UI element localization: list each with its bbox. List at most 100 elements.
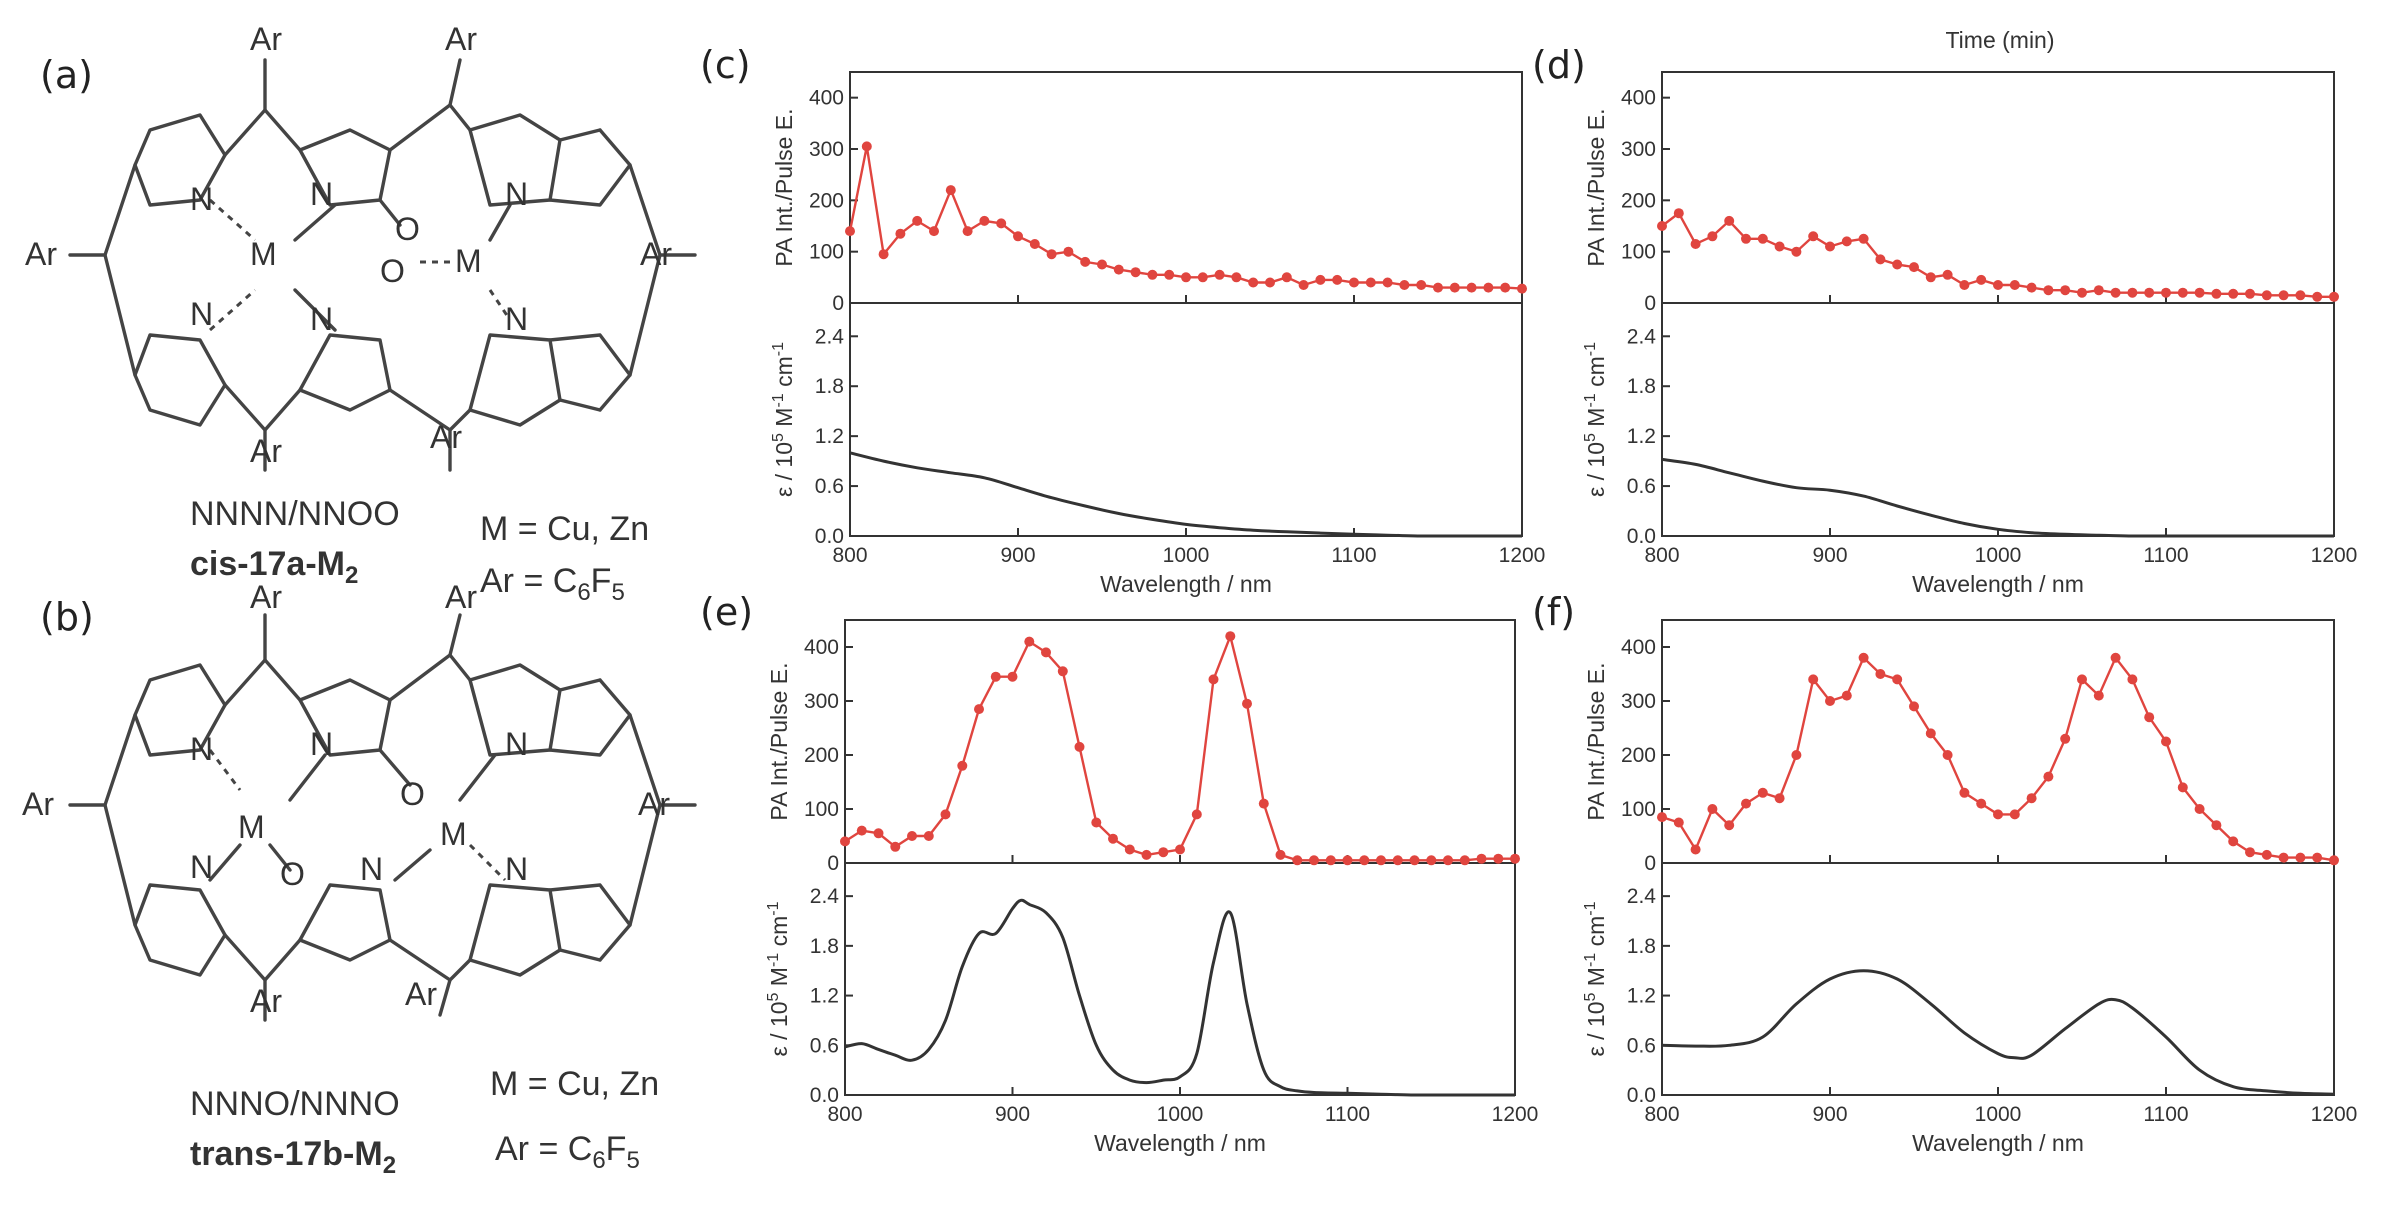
pa-data-point bbox=[1063, 246, 1074, 257]
molecule-b-ar-definition: Ar = C6F5 bbox=[495, 1130, 640, 1174]
chart-panel-f: 0 100 200 300 400 0.0 0.6 1.2 1.8 2.4 800 900 1000 11… bbox=[1582, 619, 2358, 1156]
pa-data-point bbox=[2043, 285, 2054, 296]
pa-data-point bbox=[1774, 793, 1785, 804]
absorption-y-tick-label: 1.8 bbox=[1627, 935, 1656, 958]
pa-y-tick-label: 300 bbox=[804, 690, 839, 713]
pa-data-point bbox=[979, 215, 990, 226]
x-tick-label: 800 bbox=[1644, 544, 1679, 567]
ar-atom: Ar bbox=[250, 21, 282, 57]
pa-data-point bbox=[1426, 855, 1437, 866]
ar-atom: Ar bbox=[25, 236, 57, 272]
pa-data-point bbox=[2127, 674, 2138, 685]
ar-atom: Ar bbox=[445, 579, 477, 615]
ar-atom: Ar bbox=[638, 786, 670, 822]
pa-y-tick-label: 0 bbox=[1644, 852, 1656, 875]
pa-data-point bbox=[1959, 280, 1970, 290]
chart-panel-e: 0 100 200 300 400 0.0 0.6 1.2 1.8 2.4 800 900 1000 11… bbox=[765, 619, 1539, 1156]
x-tick-label: 900 bbox=[1812, 544, 1847, 567]
ar-atom: Ar bbox=[405, 976, 437, 1012]
pa-data-point bbox=[2060, 285, 2071, 296]
pa-data-point bbox=[1791, 246, 1802, 257]
pa-data-point bbox=[1013, 231, 1023, 242]
pa-y-tick-label: 0 bbox=[1644, 292, 1656, 315]
absorption-y-tick-label: 1.8 bbox=[1627, 375, 1656, 398]
pa-data-point bbox=[2060, 733, 2071, 744]
pa-data-point bbox=[1707, 804, 1718, 814]
pa-y-tick-label: 100 bbox=[1621, 798, 1656, 821]
pa-data-point bbox=[873, 828, 884, 839]
pa-data-point bbox=[1214, 269, 1225, 280]
pa-data-point bbox=[2228, 836, 2239, 847]
pa-data-point bbox=[2110, 652, 2121, 663]
pa-data-point bbox=[1476, 853, 1487, 864]
pa-data-point bbox=[2043, 771, 2054, 782]
pyrrole-ring-a6 bbox=[468, 333, 562, 427]
absorption-y-tick-label: 0.6 bbox=[1627, 1034, 1656, 1057]
pa-data-point bbox=[1175, 844, 1185, 855]
pa-data-point bbox=[1113, 264, 1124, 275]
pa-data-point bbox=[1942, 269, 1953, 280]
x-tick-label: 900 bbox=[1000, 544, 1035, 567]
x-tick-label: 900 bbox=[995, 1103, 1030, 1126]
pa-y-axis-label: PA Int./Pulse E. bbox=[1583, 108, 1609, 266]
ar-atom: Ar bbox=[250, 579, 282, 615]
pa-data-point bbox=[1925, 728, 1936, 739]
m-atom: M bbox=[238, 809, 265, 845]
pa-data-point bbox=[1265, 277, 1275, 288]
pa-data-point bbox=[2026, 282, 2037, 293]
pa-data-point bbox=[1208, 674, 1219, 685]
pa-y-tick-label: 0 bbox=[827, 852, 839, 875]
x-tick-label: 1000 bbox=[1975, 544, 2022, 567]
absorption-plot-frame bbox=[844, 862, 1516, 1096]
pa-data-point bbox=[1046, 249, 1057, 260]
pa-data-point bbox=[1673, 208, 1684, 219]
pa-data-point bbox=[1909, 701, 1919, 712]
n-atom: N bbox=[310, 176, 333, 212]
pa-y-tick-label: 200 bbox=[804, 744, 839, 767]
top-time-label: Time (min) bbox=[1945, 27, 2054, 53]
pa-series-line bbox=[844, 632, 1515, 862]
pyrrole-ring-a3 bbox=[298, 128, 392, 207]
pa-data-point bbox=[1925, 272, 1936, 283]
pa-data-point bbox=[2194, 287, 2205, 298]
pa-data-point bbox=[2245, 288, 2255, 299]
absorption-y-tick-label: 1.2 bbox=[1627, 985, 1656, 1008]
n-atom: N bbox=[310, 726, 333, 762]
x-axis-label: Wavelength / nm bbox=[1094, 1130, 1266, 1156]
pa-data-point bbox=[1231, 272, 1242, 283]
x-tick-label: 900 bbox=[1812, 1103, 1847, 1126]
pa-data-point bbox=[1510, 853, 1520, 864]
pyrrole-ring-b5 bbox=[468, 663, 562, 757]
pa-y-tick-label: 200 bbox=[1621, 744, 1656, 767]
pa-y-axis-label: PA Int./Pulse E. bbox=[766, 662, 792, 820]
pa-data-point bbox=[1757, 787, 1768, 798]
n-atom: N bbox=[360, 851, 383, 887]
absorption-series-line bbox=[1661, 969, 2335, 1096]
pa-data-point bbox=[962, 226, 973, 237]
x-tick-label: 1200 bbox=[2311, 1103, 2358, 1126]
pa-data-point bbox=[1808, 231, 1819, 242]
panel-label-d: (d) bbox=[1532, 43, 1586, 87]
macrocycle-a-structure bbox=[68, 58, 697, 472]
absorption-y-axis-label: ε / 105 M-1 cm-1 bbox=[765, 901, 792, 1056]
pa-data-point bbox=[2009, 809, 2020, 820]
pa-data-point bbox=[890, 841, 901, 852]
n-atom: N bbox=[190, 849, 213, 885]
pa-series-line bbox=[848, 146, 1523, 290]
n-atom: N bbox=[190, 731, 213, 767]
pa-data-point bbox=[2278, 852, 2289, 863]
pyrrole-ring-a5 bbox=[468, 113, 562, 207]
x-tick-label: 1100 bbox=[1331, 544, 1376, 567]
pa-data-point bbox=[2177, 287, 2188, 298]
pa-data-point bbox=[1791, 750, 1802, 760]
absorption-y-tick-label: 1.2 bbox=[815, 425, 844, 448]
pa-data-point bbox=[1248, 277, 1259, 288]
absorption-plot-frame bbox=[1661, 302, 2335, 537]
x-tick-label: 1200 bbox=[1492, 1103, 1539, 1126]
o-atom: O bbox=[380, 253, 405, 289]
pa-data-point bbox=[2077, 674, 2087, 685]
absorption-y-tick-label: 0.0 bbox=[815, 525, 844, 548]
pa-data-point bbox=[1281, 272, 1292, 283]
pa-data-point bbox=[1242, 698, 1252, 709]
absorption-y-tick-label: 2.4 bbox=[1627, 325, 1657, 348]
